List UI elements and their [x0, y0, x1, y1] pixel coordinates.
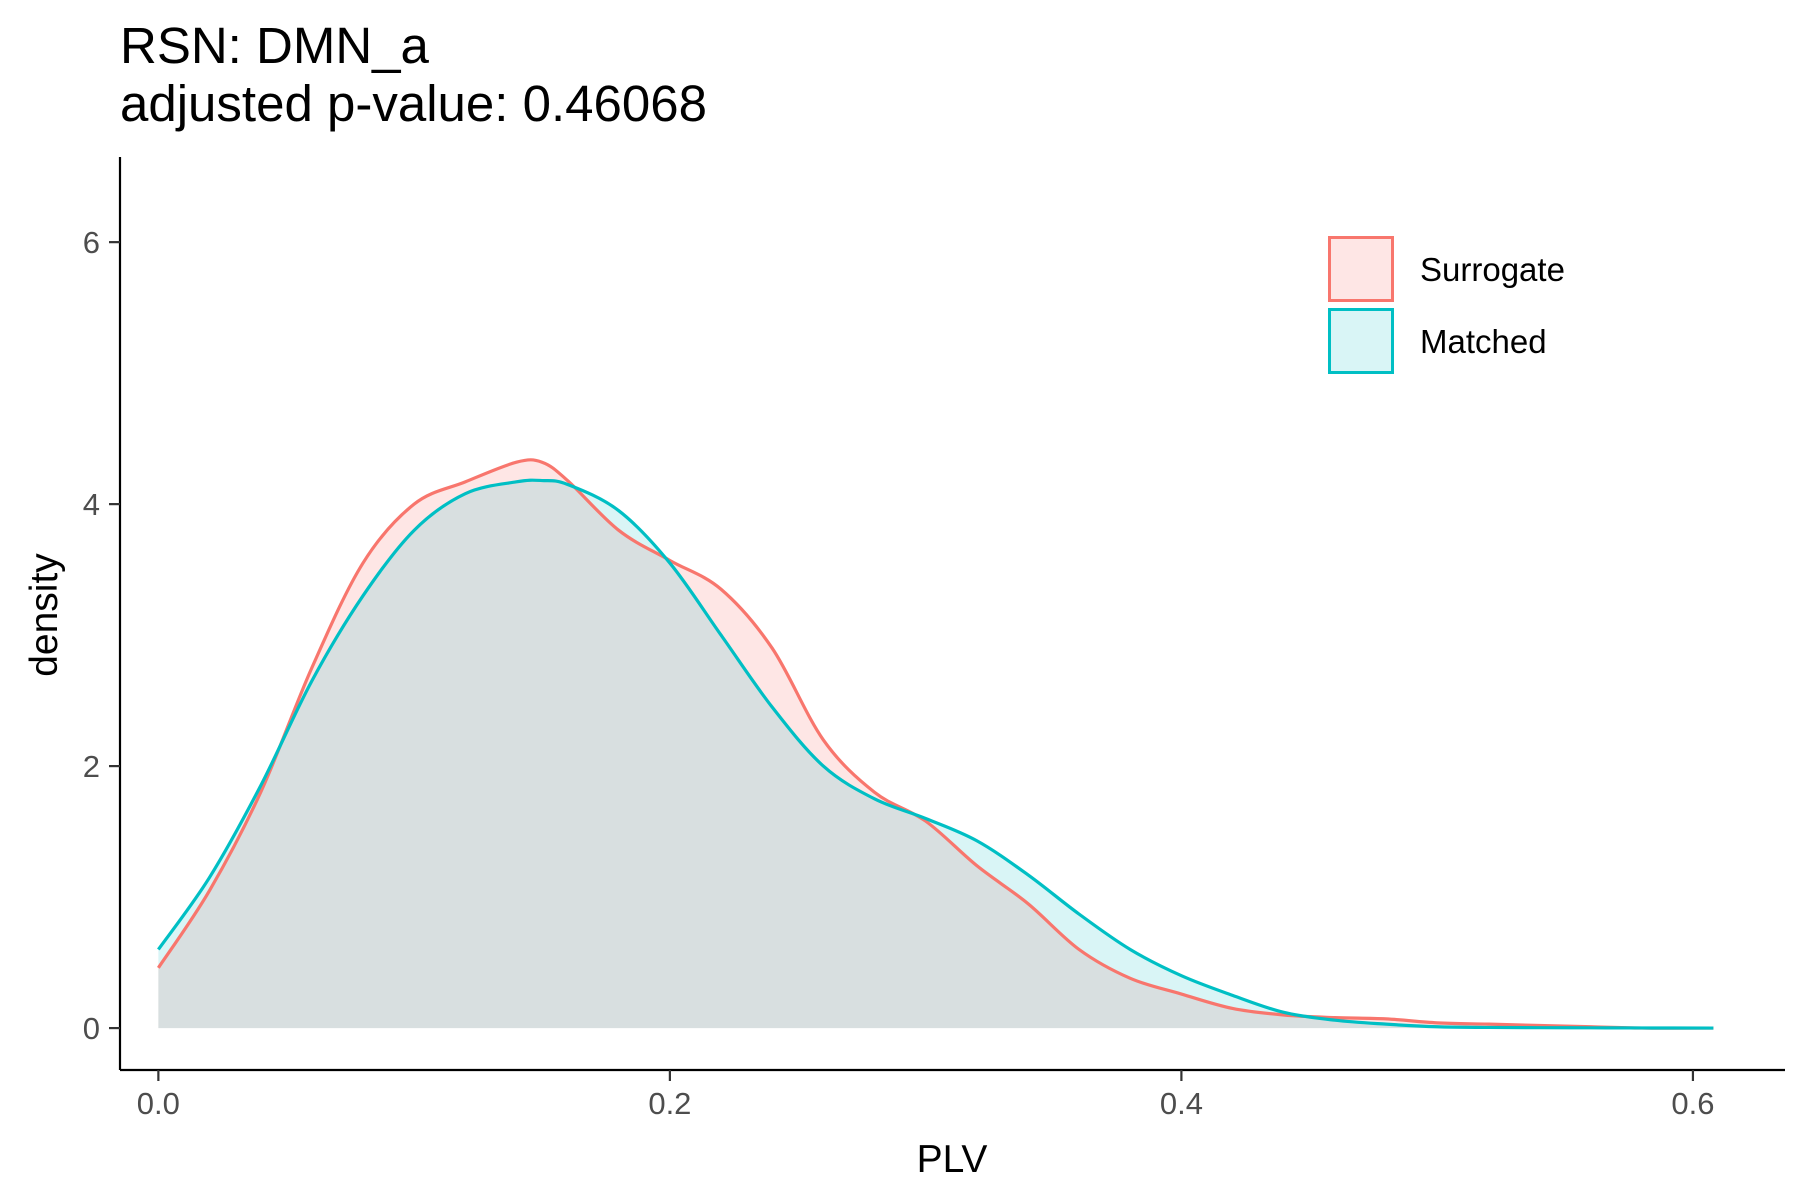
x-tick-label: 0.4	[1160, 1086, 1203, 1121]
legend: Surrogate Matched	[1328, 236, 1565, 374]
x-axis-title: PLV	[917, 1138, 988, 1181]
x-tick-label: 0.2	[648, 1086, 691, 1121]
density-areas	[158, 459, 1714, 1029]
legend-key-surrogate	[1328, 236, 1394, 302]
y-tick-label: 0	[83, 1011, 100, 1046]
y-tick-label: 2	[83, 749, 100, 784]
matched-density-line	[157, 478, 1714, 1030]
density-lines	[157, 458, 1714, 1030]
legend-label-surrogate: Surrogate	[1420, 251, 1565, 288]
y-tick-label: 4	[83, 487, 100, 522]
chart-subtitle: adjusted p-value: 0.46068	[120, 75, 707, 132]
y-tick-label: 6	[83, 225, 100, 260]
matched-density-area	[158, 480, 1714, 1029]
x-tick-label: 0.6	[1671, 1086, 1714, 1121]
axes	[118, 157, 1785, 1072]
legend-key-background-matched	[1328, 308, 1394, 374]
axis-ticks: 0.0 0.2 0.4 0.6 0 2 4 6	[83, 225, 1715, 1121]
legend-key-background-surrogate	[1328, 236, 1394, 302]
legend-label-matched: Matched	[1420, 323, 1547, 360]
surrogate-density-line	[157, 458, 1714, 1030]
x-tick-label: 0.0	[137, 1086, 180, 1121]
surrogate-density-area	[158, 459, 1714, 1029]
legend-key-matched	[1328, 308, 1394, 374]
chart-title: RSN: DMN_a	[120, 17, 429, 74]
y-axis-title: density	[23, 553, 66, 677]
